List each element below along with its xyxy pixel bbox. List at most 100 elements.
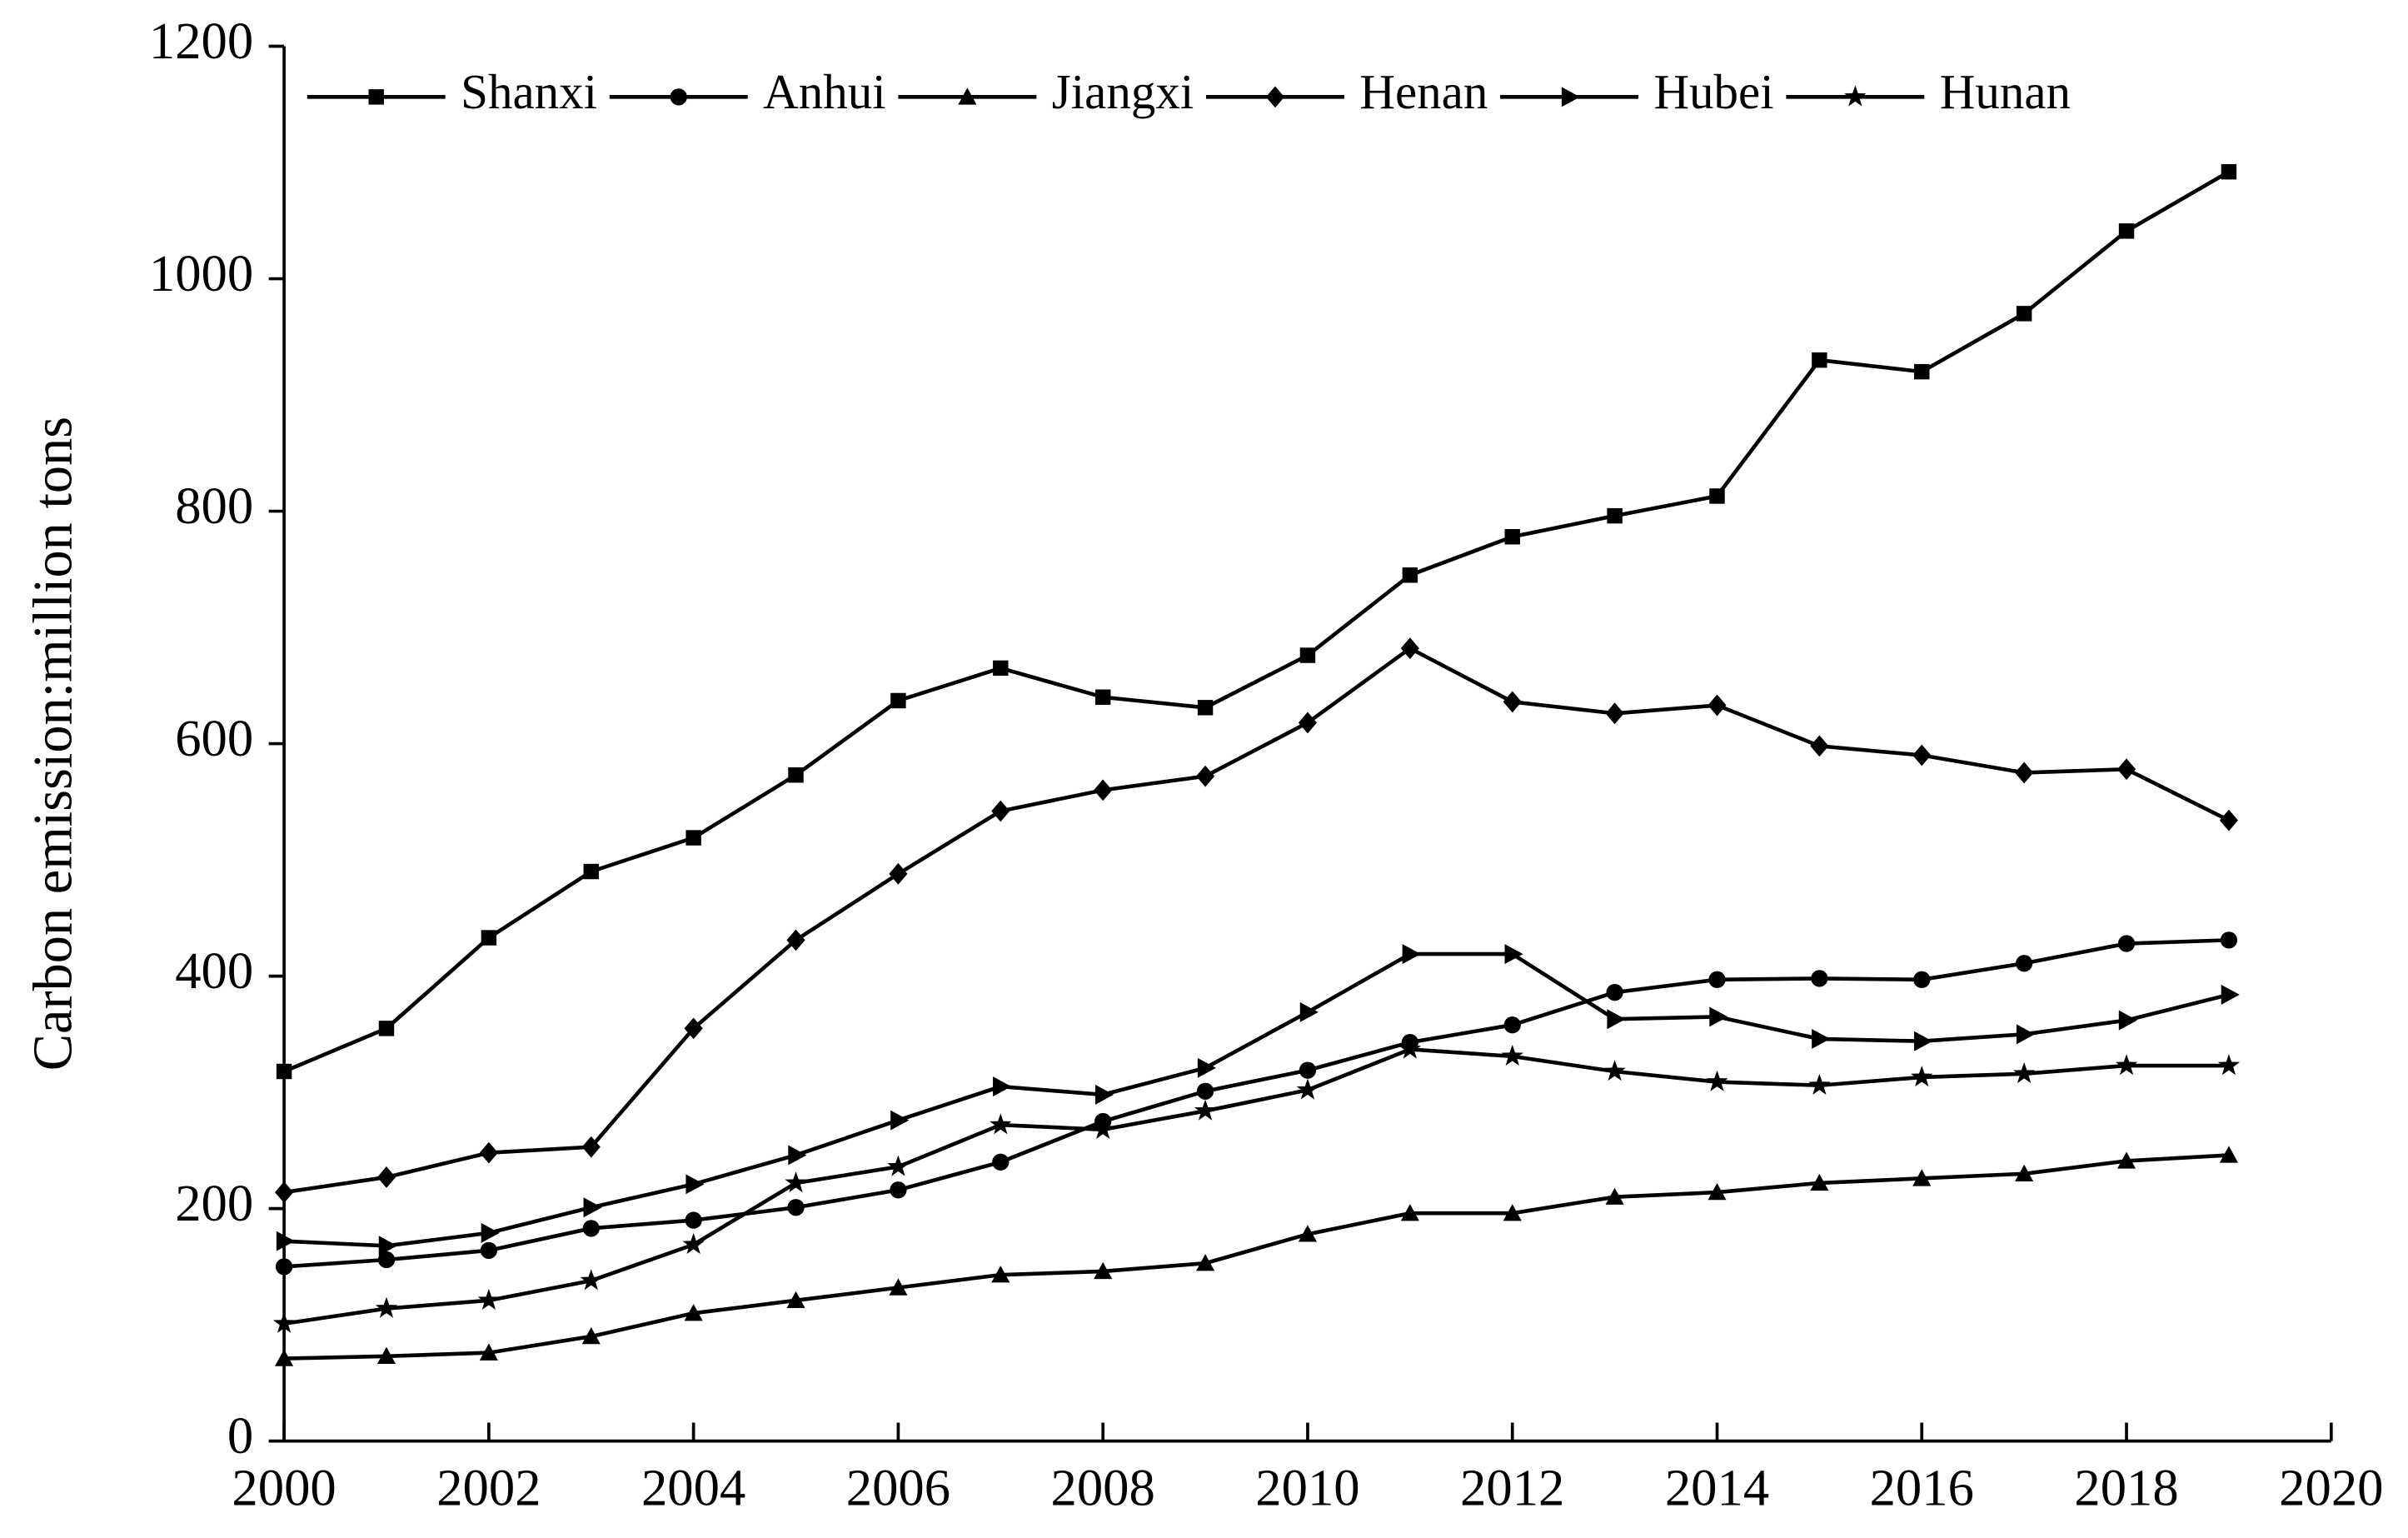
marker xyxy=(2220,931,2238,949)
marker xyxy=(1808,1073,1831,1095)
marker xyxy=(1709,488,1725,504)
marker xyxy=(1708,1183,1727,1201)
marker xyxy=(378,1021,395,1036)
marker xyxy=(1265,86,1284,108)
marker xyxy=(991,800,1010,822)
marker xyxy=(479,1141,498,1164)
marker xyxy=(958,87,977,105)
marker xyxy=(377,1251,396,1269)
marker xyxy=(376,1166,396,1188)
marker xyxy=(786,1291,805,1309)
marker xyxy=(1913,971,1931,988)
legend-label: Anhui xyxy=(763,64,886,119)
marker xyxy=(378,1236,397,1256)
y-axis-label: Carbon emission:million tons xyxy=(22,417,83,1071)
marker xyxy=(1812,352,1827,368)
legend-item: Shanxi xyxy=(307,64,597,119)
marker xyxy=(785,1171,807,1193)
marker xyxy=(1914,363,1930,380)
x-tick-label: 2000 xyxy=(232,1459,336,1517)
legend-item: Hubei xyxy=(1500,64,1774,119)
y-tick-label: 0 xyxy=(227,1406,253,1465)
marker xyxy=(2217,1054,2241,1076)
marker xyxy=(684,1017,703,1040)
marker xyxy=(1400,637,1419,660)
marker xyxy=(2116,758,2136,781)
x-tick-label: 2014 xyxy=(1665,1459,1769,1517)
marker xyxy=(368,89,384,105)
x-tick-label: 2016 xyxy=(1870,1459,1974,1517)
series-line xyxy=(283,938,2230,1269)
legend-label: Henan xyxy=(1359,64,1488,119)
marker xyxy=(275,1181,294,1203)
y-tick-label: 600 xyxy=(175,709,253,767)
marker xyxy=(1402,567,1418,583)
marker xyxy=(1094,1084,1114,1105)
marker xyxy=(2115,1054,2138,1076)
marker xyxy=(479,1343,498,1361)
marker xyxy=(580,1269,602,1291)
legend-label: Hunan xyxy=(1940,64,2071,119)
legend-item: Anhui xyxy=(609,64,886,119)
marker xyxy=(1503,1204,1522,1221)
marker xyxy=(2118,1010,2137,1031)
marker xyxy=(1092,1117,1114,1139)
marker xyxy=(1501,1045,1523,1066)
marker xyxy=(2116,1151,2136,1169)
marker xyxy=(1911,1066,1933,1087)
marker xyxy=(1296,1078,1319,1100)
marker xyxy=(991,1266,1010,1283)
marker xyxy=(2219,809,2238,831)
legend-item: Hunan xyxy=(1786,64,2071,119)
marker xyxy=(1606,983,1623,1001)
marker xyxy=(2015,1164,2034,1181)
marker xyxy=(581,1327,601,1345)
marker xyxy=(2016,1024,2036,1045)
series-line xyxy=(284,1153,2230,1361)
marker xyxy=(1605,702,1624,725)
legend-label: Shanxi xyxy=(461,64,597,119)
marker xyxy=(2015,762,2034,784)
marker xyxy=(1298,1225,1318,1242)
series-line xyxy=(283,646,2230,1195)
marker xyxy=(2221,984,2240,1005)
marker xyxy=(1912,1169,1932,1186)
marker xyxy=(1194,1099,1217,1121)
marker xyxy=(1398,1037,1421,1059)
legend-label: Hubei xyxy=(1653,64,1773,119)
marker xyxy=(1094,689,1111,705)
x-tick-label: 2002 xyxy=(436,1459,541,1517)
marker xyxy=(1708,694,1727,717)
marker xyxy=(1914,1031,1933,1051)
marker xyxy=(376,1346,396,1365)
marker xyxy=(1299,1061,1317,1079)
marker xyxy=(890,692,906,709)
marker xyxy=(2016,955,2033,972)
marker xyxy=(992,1153,1010,1171)
marker xyxy=(2013,1061,2036,1083)
legend-item: Jiangxi xyxy=(898,64,1194,119)
marker xyxy=(1812,1028,1831,1049)
marker xyxy=(890,1110,910,1131)
marker xyxy=(582,1220,600,1237)
marker xyxy=(275,1349,294,1366)
marker xyxy=(1561,87,1580,107)
marker xyxy=(1607,507,1623,524)
marker xyxy=(686,830,701,846)
marker xyxy=(1810,735,1829,757)
marker xyxy=(993,1076,1012,1097)
marker xyxy=(1708,971,1726,988)
marker xyxy=(889,862,908,885)
marker xyxy=(276,1063,292,1080)
marker xyxy=(1811,970,1828,987)
marker xyxy=(480,1241,498,1259)
marker xyxy=(993,660,1009,677)
marker xyxy=(1196,1082,1214,1100)
y-tick-label: 800 xyxy=(175,477,253,535)
y-tick-label: 1000 xyxy=(149,244,253,302)
marker xyxy=(990,1113,1012,1135)
marker xyxy=(1706,1070,1728,1091)
marker xyxy=(890,1181,907,1199)
marker xyxy=(481,930,497,946)
